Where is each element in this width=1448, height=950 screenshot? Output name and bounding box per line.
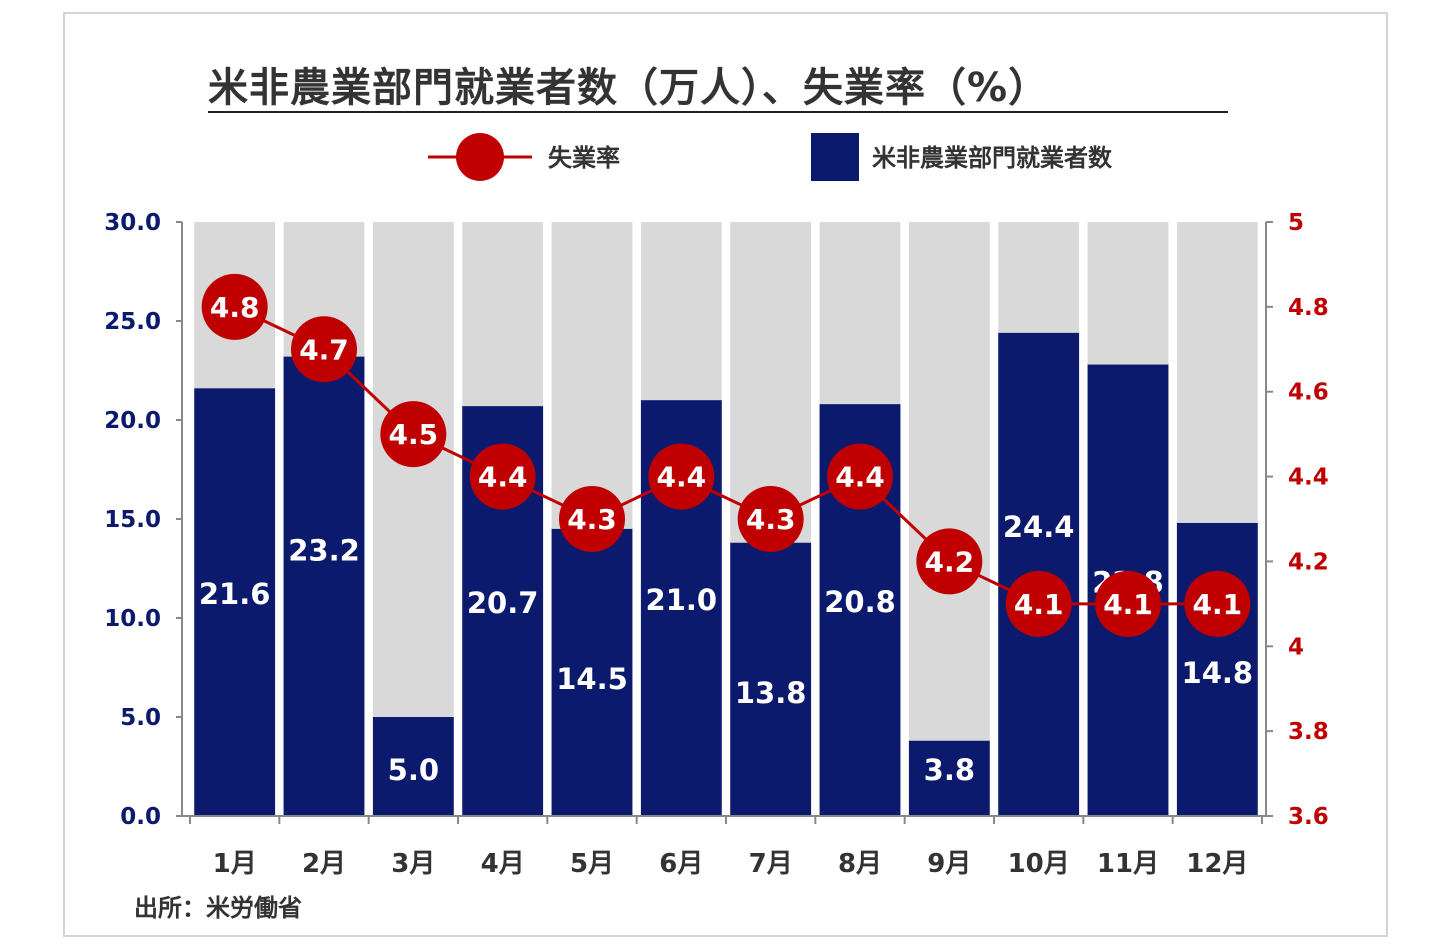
bar-value-label: 13.8: [735, 676, 807, 710]
left-axis-tick-label: 10.0: [104, 606, 161, 632]
unemployment-value-label: 4.1: [1103, 588, 1153, 621]
chart-title: 米非農業部門就業者数（万人）、失業率（%）: [208, 65, 1050, 111]
x-axis-tick-label: 5月: [570, 849, 614, 879]
unemployment-value-label: 4.1: [1014, 588, 1064, 621]
unemployment-marker: [291, 316, 357, 383]
unemployment-marker: [916, 528, 983, 595]
left-axis-tick-label: 15.0: [104, 507, 161, 533]
bar-value-label: 20.8: [824, 585, 896, 619]
bar-value-label: 24.4: [1003, 510, 1075, 544]
right-axis-tick-label: 4: [1288, 634, 1304, 660]
bar-value-label: 21.6: [199, 577, 271, 611]
unemployment-value-label: 4.3: [746, 503, 796, 536]
bar-value-label: 5.0: [388, 753, 439, 787]
x-axis-tick-label: 4月: [481, 849, 525, 879]
unemployment-value-label: 4.7: [299, 333, 349, 366]
x-axis-tick-label: 12月: [1186, 849, 1248, 879]
legend-marker-unemployment: [456, 133, 504, 181]
x-axis-tick-label: 1月: [213, 849, 257, 879]
bar-employment: [283, 356, 365, 816]
bar-employment: [908, 740, 990, 816]
unemployment-value-label: 4.5: [389, 418, 439, 451]
x-axis-tick-label: 3月: [391, 849, 435, 879]
unemployment-marker: [1005, 570, 1072, 637]
unemployment-marker: [469, 443, 536, 510]
right-axis-tick-label: 4.2: [1288, 549, 1329, 575]
bar-value-label: 3.8: [924, 753, 975, 787]
unemployment-marker: [201, 273, 268, 340]
unemployment-marker: [827, 443, 893, 510]
title-underline: [208, 111, 1228, 113]
unemployment-value-label: 4.3: [567, 503, 617, 536]
source-note: 出所：米労働省: [134, 894, 302, 922]
left-axis-tick-label: 30.0: [104, 210, 161, 236]
x-axis-tick-label: 9月: [927, 849, 971, 879]
legend-label-unemployment: 失業率: [548, 144, 620, 172]
right-axis-tick-label: 4.8: [1288, 295, 1329, 321]
unemployment-marker: [380, 401, 447, 468]
right-axis-tick-label: 3.8: [1288, 719, 1329, 745]
bar-value-label: 21.0: [646, 583, 718, 617]
bar-employment: [194, 388, 276, 816]
bar-value-label: 14.5: [556, 662, 628, 696]
x-axis-tick-label: 8月: [838, 849, 882, 879]
unemployment-value-label: 4.8: [210, 291, 260, 324]
left-axis-tick-label: 20.0: [104, 408, 161, 434]
right-axis-tick-label: 3.6: [1288, 804, 1329, 830]
unemployment-value-label: 4.4: [478, 461, 528, 494]
x-axis-tick-label: 10月: [1008, 849, 1070, 879]
x-axis-tick-label: 7月: [749, 849, 793, 879]
unemployment-marker: [1095, 570, 1161, 637]
unemployment-marker: [648, 443, 715, 510]
legend-swatch-employment: [811, 133, 859, 181]
right-axis-tick-label: 4.4: [1288, 465, 1329, 491]
bar-value-label: 20.7: [467, 586, 539, 620]
unemployment-value-label: 4.1: [1193, 588, 1243, 621]
right-axis-tick-label: 5: [1288, 210, 1304, 236]
x-axis-tick-label: 6月: [659, 849, 703, 879]
right-axis-tick-label: 4.6: [1288, 380, 1329, 406]
unemployment-value-label: 4.4: [835, 461, 885, 494]
bar-employment: [551, 528, 633, 816]
left-axis-tick-label: 25.0: [104, 309, 161, 335]
bar-employment: [730, 542, 812, 816]
unemployment-marker: [559, 486, 625, 552]
x-axis-tick-label: 2月: [302, 849, 346, 879]
left-axis-tick-label: 5.0: [120, 705, 161, 731]
unemployment-marker: [1184, 570, 1251, 637]
bar-value-label: 14.8: [1182, 656, 1254, 690]
bar-value-label: 23.2: [288, 534, 360, 568]
bar-background: [908, 222, 990, 816]
unemployment-value-label: 4.2: [925, 545, 975, 578]
bar-employment: [372, 717, 454, 816]
legend-label-employment: 米非農業部門就業者数: [872, 144, 1113, 172]
x-axis-tick-label: 11月: [1097, 849, 1159, 879]
unemployment-marker: [737, 486, 804, 552]
left-axis-tick-label: 0.0: [120, 804, 161, 830]
unemployment-value-label: 4.4: [657, 461, 707, 494]
